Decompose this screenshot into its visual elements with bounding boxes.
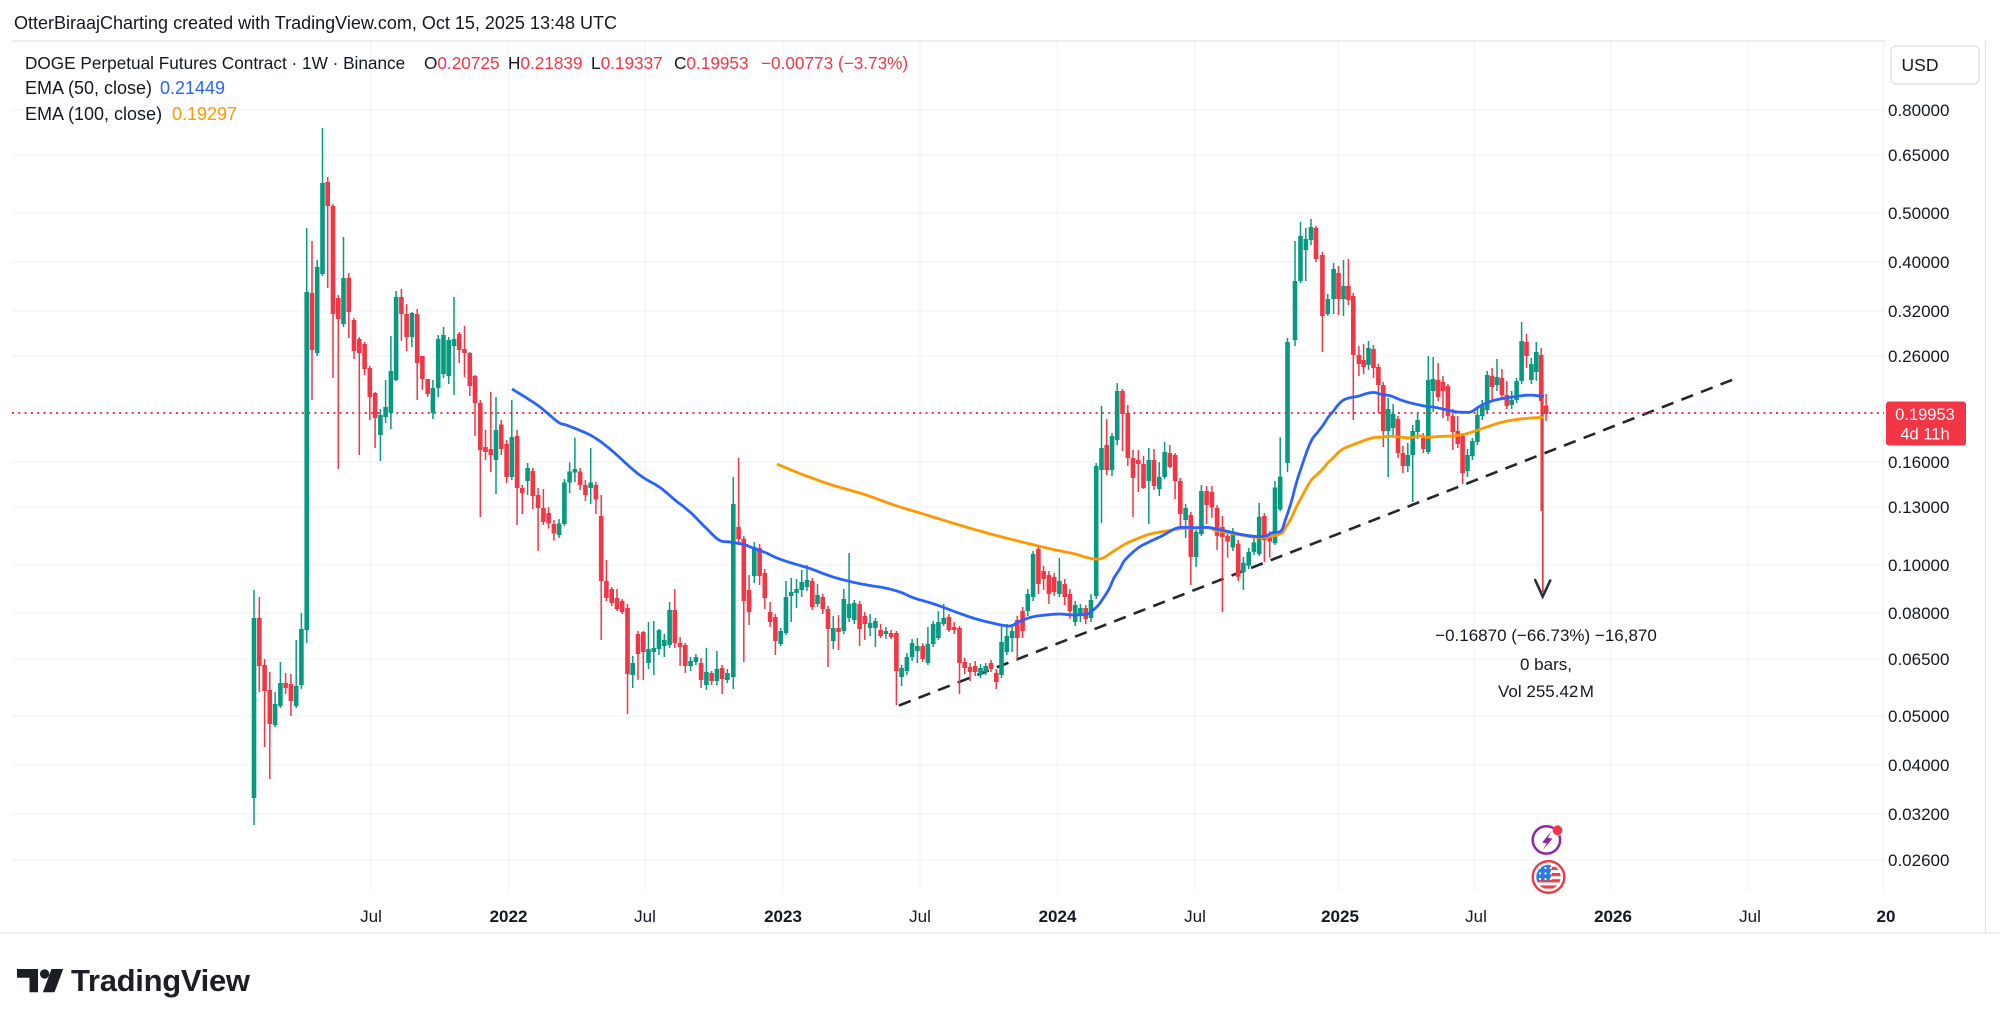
svg-text:Jul: Jul bbox=[1184, 907, 1206, 926]
svg-text:0.16000: 0.16000 bbox=[1888, 453, 1949, 472]
svg-text:0.50000: 0.50000 bbox=[1888, 204, 1949, 223]
svg-text:0.05000: 0.05000 bbox=[1888, 707, 1949, 726]
svg-text:0.03200: 0.03200 bbox=[1888, 805, 1949, 824]
svg-text:2026: 2026 bbox=[1594, 907, 1632, 926]
svg-text:0.26000: 0.26000 bbox=[1888, 347, 1949, 366]
svg-text:0.06500: 0.06500 bbox=[1888, 650, 1949, 669]
svg-text:OtterBiraajCharting created wi: OtterBiraajCharting created with Trading… bbox=[14, 13, 617, 33]
svg-text:TradingView: TradingView bbox=[71, 963, 251, 998]
svg-text:DOGE Perpetual Futures Contrac: DOGE Perpetual Futures Contract · 1W · B… bbox=[25, 53, 908, 73]
svg-text:EMA (100, close)0.19297: EMA (100, close) 0.19297 bbox=[25, 104, 237, 124]
svg-text:Jul: Jul bbox=[360, 907, 382, 926]
svg-text:EMA (50, close)0.21449: EMA (50, close) 0.21449 bbox=[25, 78, 225, 98]
svg-text:0.10000: 0.10000 bbox=[1888, 556, 1949, 575]
svg-text:0.65000: 0.65000 bbox=[1888, 146, 1949, 165]
svg-text:−0.16870 (−66.73%) −16,870: −0.16870 (−66.73%) −16,870 bbox=[1435, 626, 1657, 645]
svg-text:2023: 2023 bbox=[764, 907, 802, 926]
svg-text:2025: 2025 bbox=[1321, 907, 1359, 926]
svg-text:20: 20 bbox=[1877, 907, 1896, 926]
svg-text:0.19953: 0.19953 bbox=[1895, 406, 1955, 424]
svg-text:2024: 2024 bbox=[1039, 907, 1077, 926]
svg-text:USD: USD bbox=[1902, 55, 1939, 75]
svg-text:2022: 2022 bbox=[490, 907, 528, 926]
svg-text:0 bars,: 0 bars, bbox=[1520, 655, 1572, 674]
svg-text:0.13000: 0.13000 bbox=[1888, 498, 1949, 517]
svg-text:Jul: Jul bbox=[1739, 907, 1761, 926]
svg-text:0.32000: 0.32000 bbox=[1888, 302, 1949, 321]
svg-text:0.02600: 0.02600 bbox=[1888, 851, 1949, 870]
svg-text:0.40000: 0.40000 bbox=[1888, 253, 1949, 272]
svg-text:Vol 255.42 M: Vol 255.42 M bbox=[1498, 682, 1594, 701]
svg-text:4d 11h: 4d 11h bbox=[1900, 426, 1949, 444]
svg-text:0.80000: 0.80000 bbox=[1888, 101, 1949, 120]
svg-text:Jul: Jul bbox=[909, 907, 931, 926]
svg-text:0.04000: 0.04000 bbox=[1888, 756, 1949, 775]
svg-text:Jul: Jul bbox=[1465, 907, 1487, 926]
svg-text:Jul: Jul bbox=[634, 907, 656, 926]
svg-text:0.08000: 0.08000 bbox=[1888, 604, 1949, 623]
